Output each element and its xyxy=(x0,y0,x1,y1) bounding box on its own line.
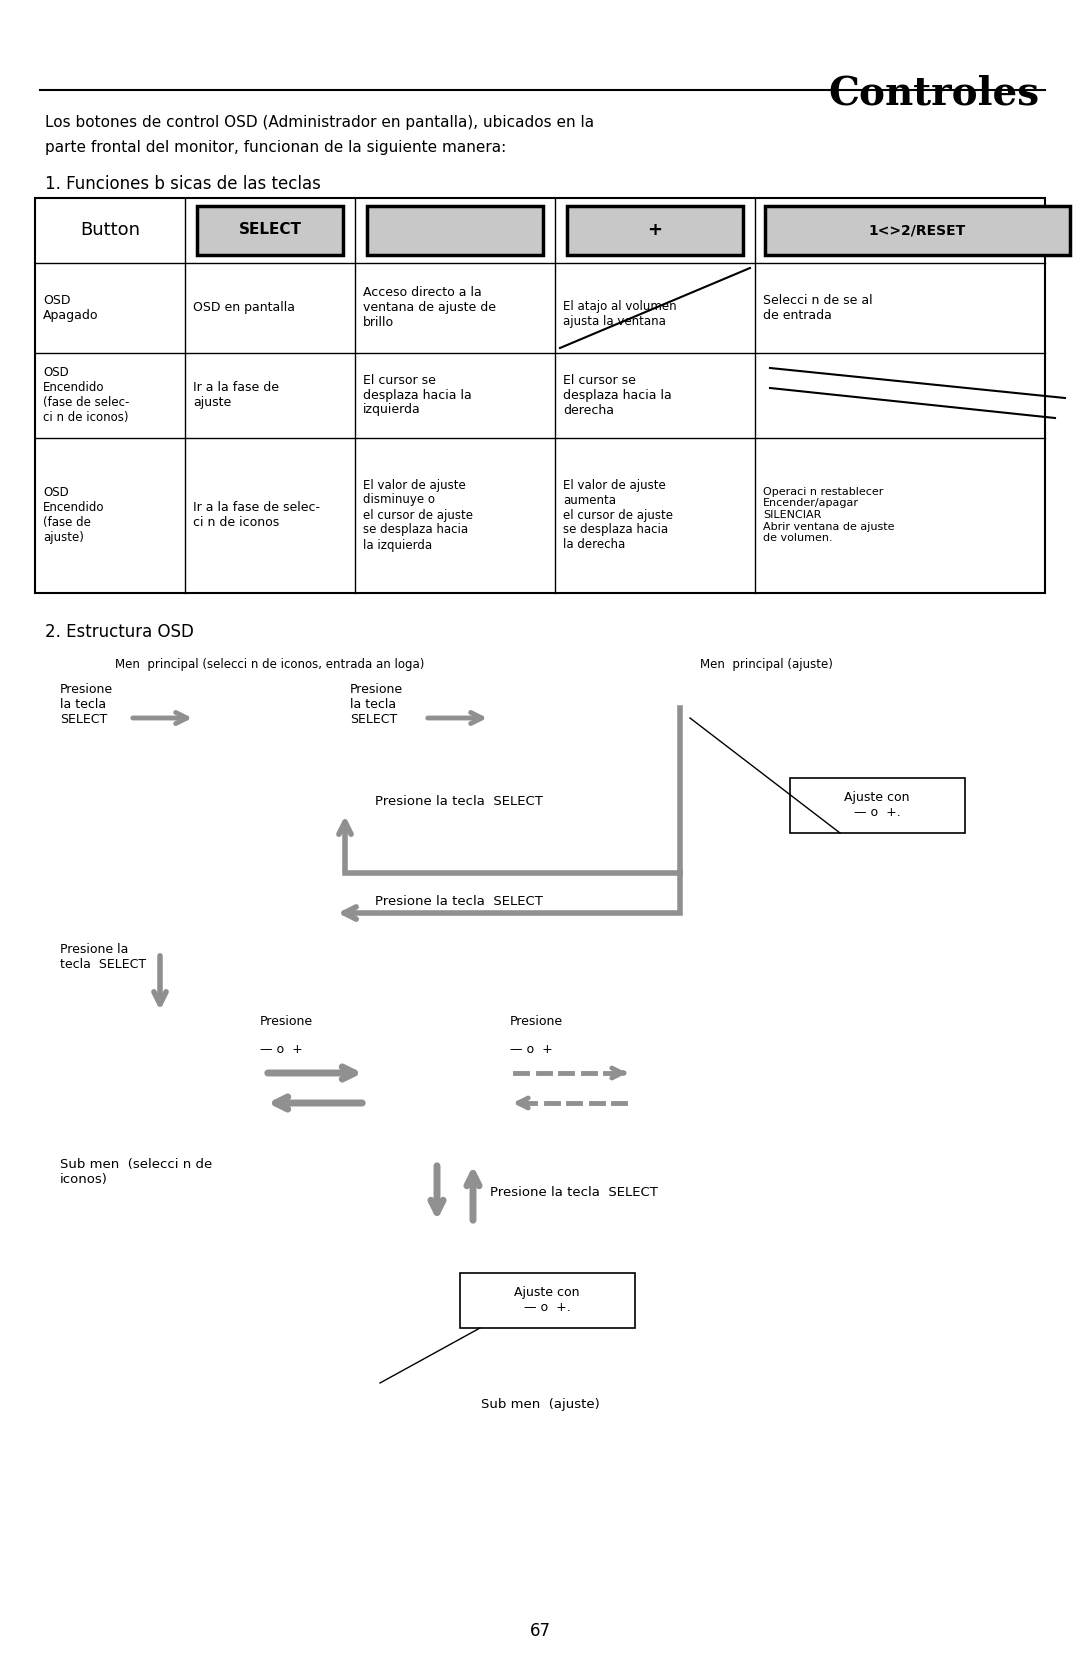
Text: Button: Button xyxy=(80,220,140,239)
Text: Presione
la tecla
SELECT: Presione la tecla SELECT xyxy=(60,683,113,726)
Text: Controles: Controles xyxy=(828,75,1040,113)
Text: OSD
Apagado: OSD Apagado xyxy=(43,294,98,322)
Text: Presione la tecla  SELECT: Presione la tecla SELECT xyxy=(375,895,543,908)
Text: OSD
Encendido
(fase de selec-
ci n de iconos): OSD Encendido (fase de selec- ci n de ic… xyxy=(43,366,130,424)
Text: Selecci n de se al
de entrada: Selecci n de se al de entrada xyxy=(762,294,873,322)
Text: Men  principal (selecci n de iconos, entrada an loga): Men principal (selecci n de iconos, entr… xyxy=(114,658,424,671)
Text: Operaci n restablecer
Encender/apagar
SILENCIAR
Abrir ventana de ajuste
de volum: Operaci n restablecer Encender/apagar SI… xyxy=(762,487,894,542)
Bar xyxy=(567,205,743,255)
Text: Ajuste con
— o  +.: Ajuste con — o +. xyxy=(845,791,909,819)
Bar xyxy=(367,205,543,255)
Text: — o  +: — o + xyxy=(510,1043,553,1056)
Text: El cursor se
desplaza hacia la
izquierda: El cursor se desplaza hacia la izquierda xyxy=(363,374,472,417)
Text: +: + xyxy=(648,220,662,239)
Text: Presione
la tecla
SELECT: Presione la tecla SELECT xyxy=(350,683,403,726)
Text: El valor de ajuste
aumenta
el cursor de ajuste
se desplaza hacia
la derecha: El valor de ajuste aumenta el cursor de … xyxy=(563,479,673,551)
Bar xyxy=(197,205,343,255)
Text: 1. Funciones b sicas de las teclas: 1. Funciones b sicas de las teclas xyxy=(45,175,321,194)
Text: El cursor se
desplaza hacia la
derecha: El cursor se desplaza hacia la derecha xyxy=(563,374,672,417)
Text: Ajuste con
— o  +.: Ajuste con — o +. xyxy=(514,1287,580,1314)
Text: 1<>2/RESET: 1<>2/RESET xyxy=(868,224,966,237)
Text: Acceso directo a la
ventana de ajuste de
brillo: Acceso directo a la ventana de ajuste de… xyxy=(363,287,496,329)
Text: SELECT: SELECT xyxy=(239,222,301,237)
Text: parte frontal del monitor, funcionan de la siguiente manera:: parte frontal del monitor, funcionan de … xyxy=(45,140,507,155)
Text: OSD
Encendido
(fase de
ajuste): OSD Encendido (fase de ajuste) xyxy=(43,486,105,544)
Text: Presione: Presione xyxy=(260,1015,313,1028)
Text: Presione: Presione xyxy=(510,1015,563,1028)
Text: Ir a la fase de
ajuste: Ir a la fase de ajuste xyxy=(193,381,279,409)
Text: El valor de ajuste
disminuye o
el cursor de ajuste
se desplaza hacia
la izquierd: El valor de ajuste disminuye o el cursor… xyxy=(363,479,473,551)
Text: El atajo al volumen
ajusta la ventana: El atajo al volumen ajusta la ventana xyxy=(563,300,677,329)
Text: OSD en pantalla: OSD en pantalla xyxy=(193,302,295,314)
Text: Presione la tecla  SELECT: Presione la tecla SELECT xyxy=(490,1187,658,1200)
Text: Sub men  (selecci n de
iconos): Sub men (selecci n de iconos) xyxy=(60,1158,213,1187)
Bar xyxy=(765,205,1070,255)
Text: 67: 67 xyxy=(529,1622,551,1641)
Text: Men  principal (ajuste): Men principal (ajuste) xyxy=(700,658,833,671)
Text: Presione la
tecla  SELECT: Presione la tecla SELECT xyxy=(60,943,146,971)
Bar xyxy=(789,778,966,833)
Text: Los botones de control OSD (Administrador en pantalla), ubicados en la: Los botones de control OSD (Administrado… xyxy=(45,115,594,130)
Text: — o  +: — o + xyxy=(260,1043,302,1056)
Text: 2. Estructura OSD: 2. Estructura OSD xyxy=(45,623,194,641)
Text: Sub men  (ajuste): Sub men (ajuste) xyxy=(481,1399,599,1410)
Bar xyxy=(35,199,1045,592)
Bar xyxy=(460,1273,635,1329)
Text: Presione la tecla  SELECT: Presione la tecla SELECT xyxy=(375,794,543,808)
Text: Ir a la fase de selec-
ci n de iconos: Ir a la fase de selec- ci n de iconos xyxy=(193,501,320,529)
